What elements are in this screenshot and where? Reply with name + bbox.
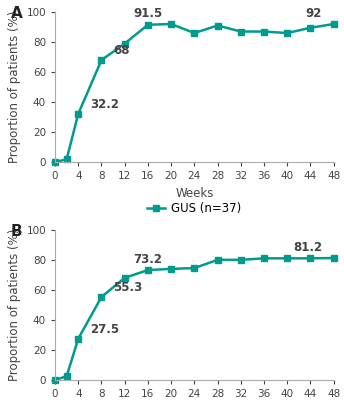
Text: 73.2: 73.2 xyxy=(133,252,162,266)
Legend: GUS (n=37): GUS (n=37) xyxy=(143,197,246,219)
Text: 92: 92 xyxy=(306,6,322,20)
Y-axis label: Proportion of patients (%): Proportion of patients (%) xyxy=(8,11,21,163)
Text: 55.3: 55.3 xyxy=(113,281,142,294)
X-axis label: Weeks: Weeks xyxy=(175,187,214,200)
Text: B: B xyxy=(10,224,22,239)
Text: 32.2: 32.2 xyxy=(90,98,119,111)
Text: A: A xyxy=(10,6,22,21)
Y-axis label: Proportion of patients (%): Proportion of patients (%) xyxy=(8,229,21,381)
Text: 81.2: 81.2 xyxy=(293,240,322,254)
Text: 27.5: 27.5 xyxy=(90,323,119,336)
Text: 68: 68 xyxy=(113,44,130,57)
Text: 91.5: 91.5 xyxy=(133,7,163,20)
